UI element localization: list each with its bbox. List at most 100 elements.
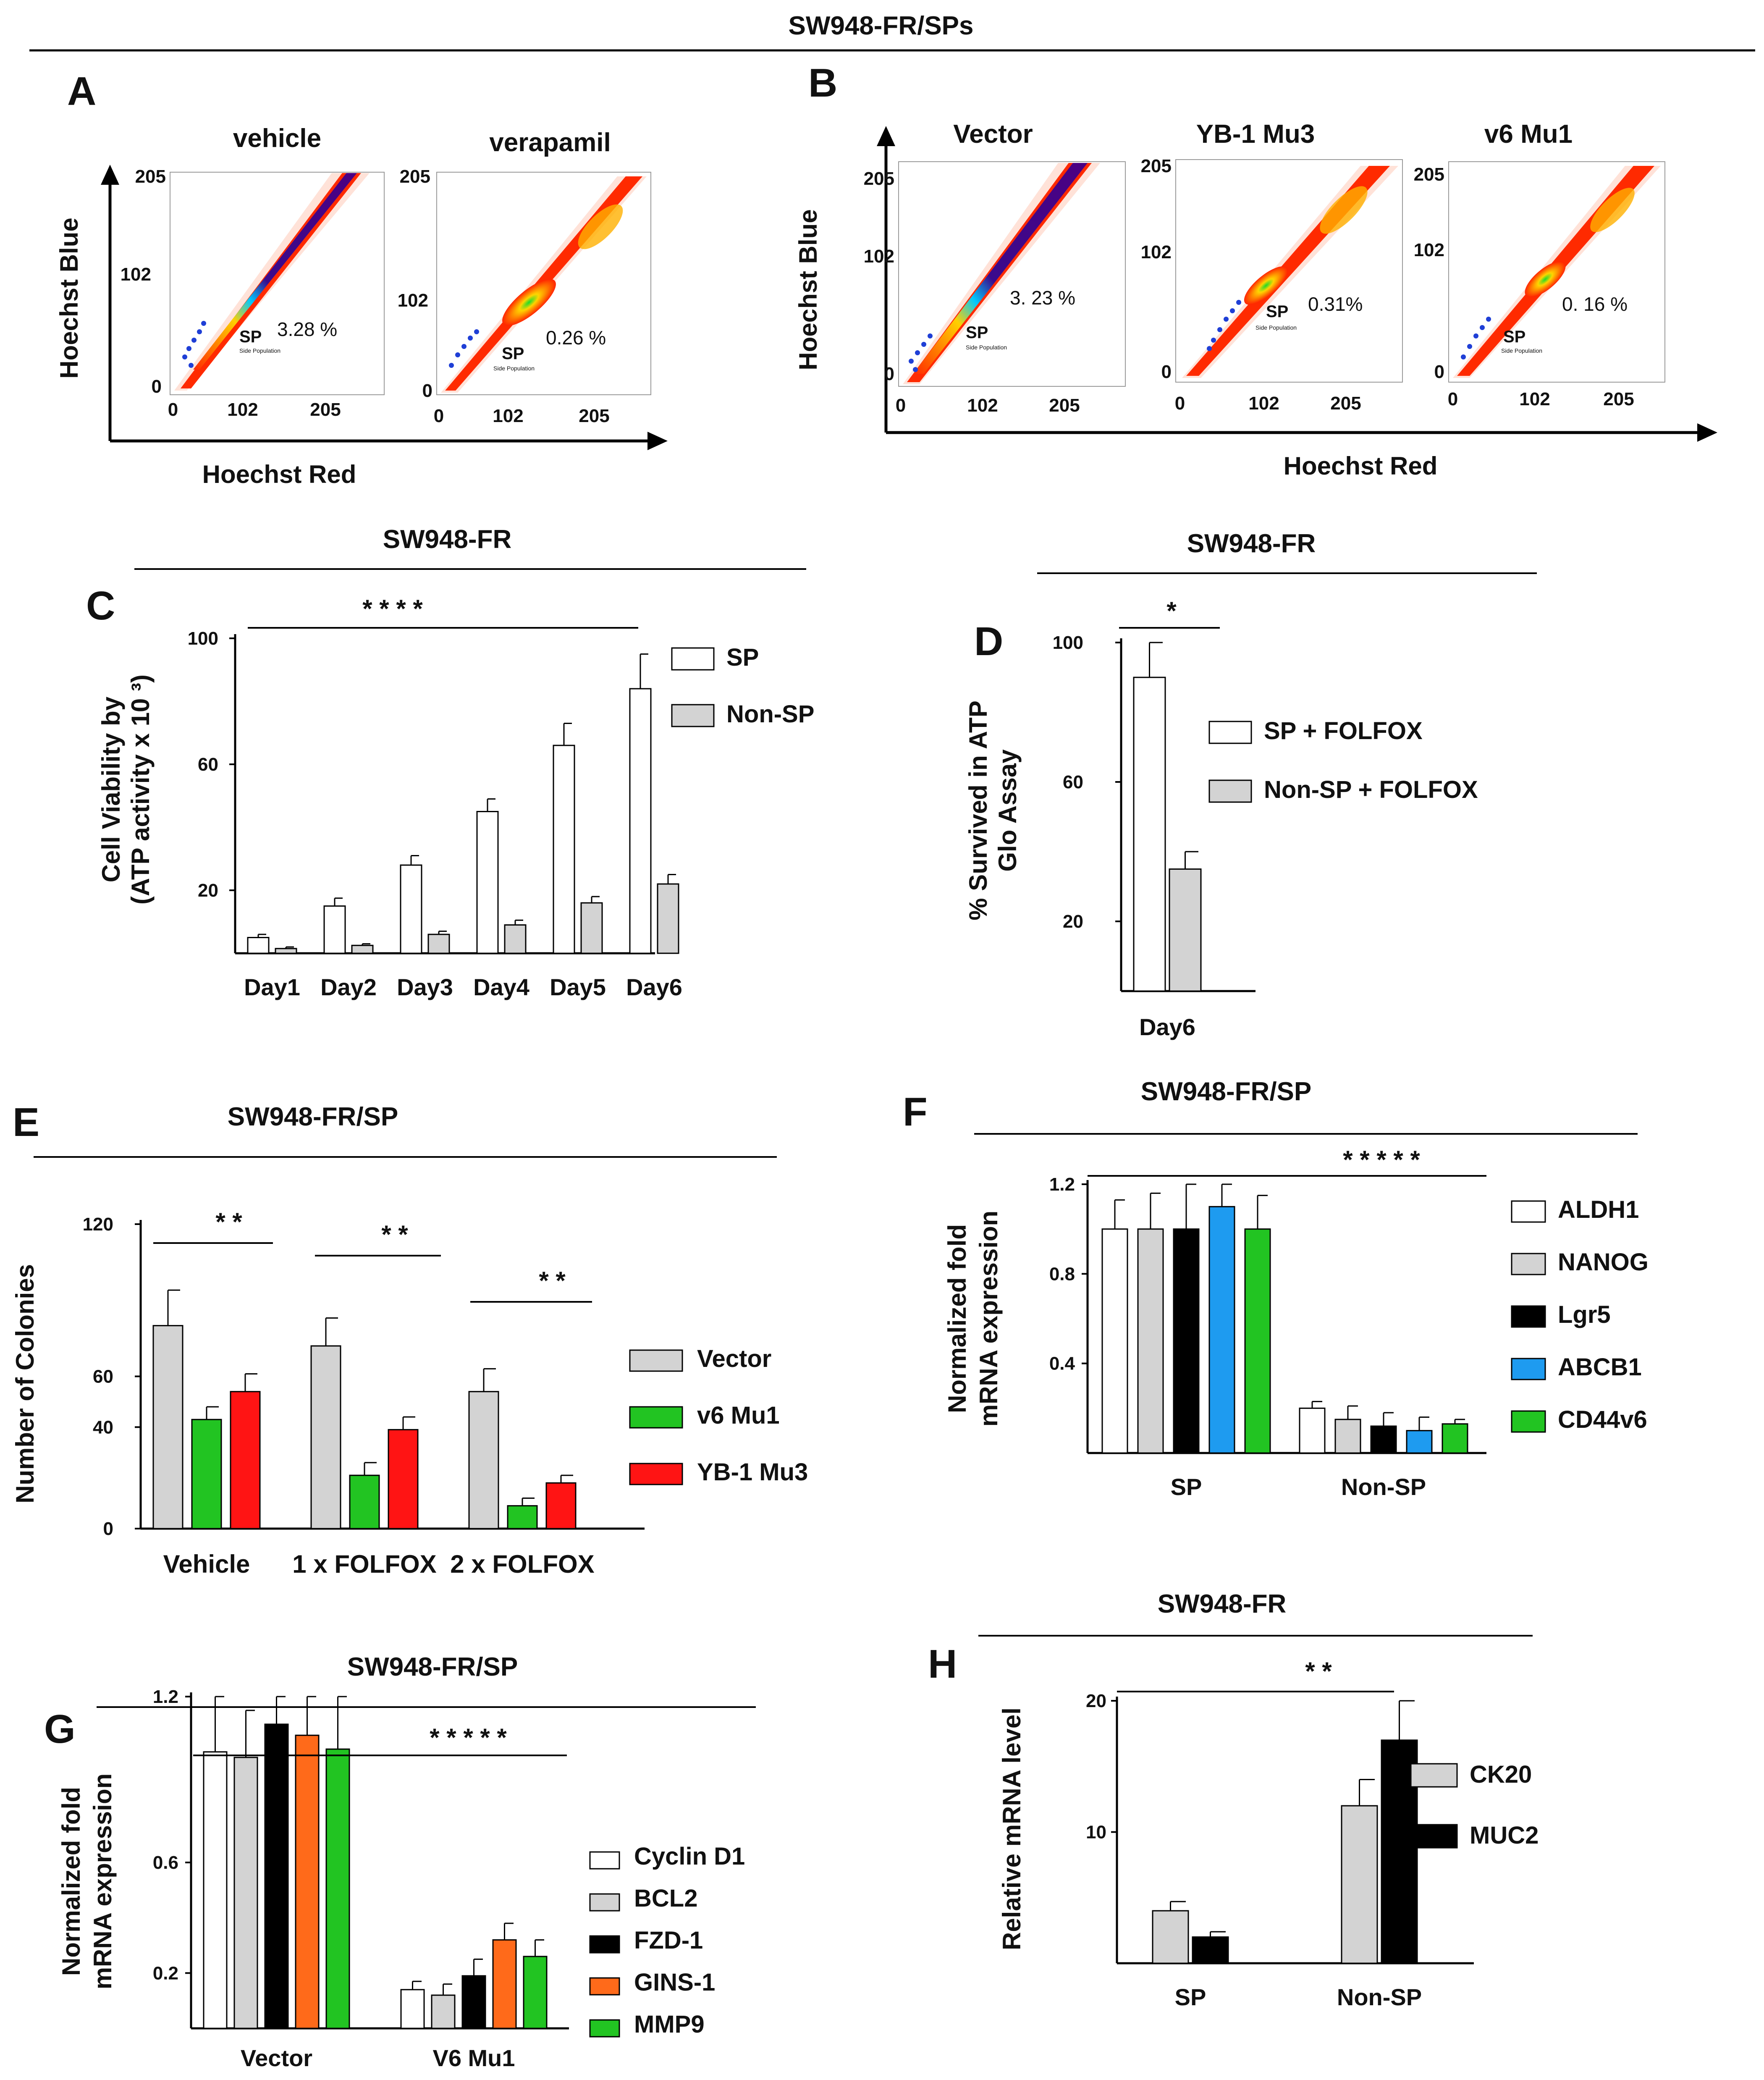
panel-f-chart: F SW948-FR/SP Normalized fold mRNA expressi… [903, 1077, 1649, 1500]
panel-a-x-arrowhead [647, 432, 668, 450]
x-category-label: Vector [241, 2045, 312, 2071]
legend-label: YB-1 Mu3 [697, 1458, 808, 1486]
bar [507, 1505, 538, 1529]
y-tick: 102 [121, 264, 151, 285]
y-axis-label: Cell Viability by [97, 696, 125, 882]
panel-d-chart: D SW948-FR % Survived in ATP Glo Assay 20 60 1… [964, 529, 1537, 1040]
y-axis-label: Number of Colonies [11, 1264, 39, 1503]
panel-a-letter: A [67, 69, 96, 114]
bar [349, 1474, 380, 1529]
flow-plot-frame [170, 172, 385, 395]
panel-g-chart: G SW948-FR/SP Normalized fold mRNA expressi… [44, 1652, 756, 2071]
bar [580, 902, 603, 954]
bar [400, 1989, 425, 2029]
legend-label: MUC2 [1470, 1822, 1539, 1849]
flow-sp-percent: 0.26 % [546, 327, 606, 349]
flow-sp-sublabel: Side Population [1256, 324, 1297, 331]
chart-header: SW948-FR/SP [228, 1102, 398, 1131]
sp-gate-dot [189, 363, 194, 368]
bar [152, 1325, 183, 1529]
y-axis-label: % Survived in ATP [964, 700, 992, 920]
flow-sp-label: SP [966, 323, 988, 342]
flow-density-hotspot [1590, 188, 1635, 232]
bar [351, 944, 374, 954]
y-tick-label: 100 [1053, 632, 1083, 653]
bar [1370, 1425, 1397, 1454]
y-tick-label: 0.6 [153, 1852, 178, 1873]
y-axis-label: (ATP activity x 10 ³) [126, 674, 155, 905]
bar [431, 1994, 456, 2029]
legend-swatch [1410, 1763, 1458, 1788]
legend-swatch [1511, 1200, 1546, 1223]
panel-letter: H [928, 1642, 957, 1687]
y-tick: 102 [1141, 242, 1172, 262]
flow-sp-percent: 0.31% [1308, 293, 1363, 315]
significance-stars: * * * * * [1343, 1146, 1420, 1174]
bar [1208, 1206, 1235, 1454]
panel-letter: G [44, 1707, 76, 1752]
panel-b-ylabel: Hoechst Blue [794, 209, 822, 370]
x-tick: 205 [310, 399, 341, 420]
flow-plot-frame [1175, 159, 1403, 383]
panel-a-ylabel: Hoechst Blue [55, 218, 83, 378]
flow-sp-label: SP [1503, 328, 1525, 346]
x-tick: 0 [1448, 389, 1458, 409]
sp-gate-dot [921, 342, 926, 347]
legend-label: ABCB1 [1558, 1353, 1642, 1381]
y-axis-label: Normalized fold [943, 1224, 971, 1413]
y-tick-label: 0.8 [1049, 1264, 1075, 1284]
chart-header: SW948-FR/SP [1141, 1077, 1312, 1106]
sp-gate-dot [1480, 325, 1485, 330]
sp-gate-dot [468, 336, 473, 341]
flow-sp-percent: 3.28 % [277, 318, 337, 340]
legend-label: BCL2 [634, 1885, 697, 1912]
flow-plot-title: v6 Mu1 [1484, 120, 1573, 149]
legend-swatch [1410, 1824, 1458, 1849]
sp-gate-dot [201, 321, 206, 326]
bar [203, 1751, 228, 2029]
sp-gate-dot [1486, 317, 1491, 322]
sp-gate-dot [449, 363, 454, 368]
panel-a-plot-vehicle: vehicle SP Side Population 3.28 % 205 10… [121, 124, 385, 420]
x-tick: 0 [168, 399, 178, 420]
panel-a-plot-verapamil: verapamil SP Side Population 0.26 % 205 … [398, 128, 651, 426]
x-category-label: SP [1175, 1984, 1206, 2010]
y-axis-label: Relative mRNA level [998, 1708, 1026, 1950]
y-tick-label: 0 [103, 1519, 113, 1539]
significance-stars: * * [215, 1208, 242, 1236]
bar [191, 1419, 222, 1529]
y-tick: 0 [884, 364, 894, 384]
sp-gate-dot [1473, 333, 1478, 338]
y-tick: 102 [864, 246, 894, 267]
x-category-label: Day2 [320, 974, 377, 1000]
significance-stars: * * [1305, 1657, 1332, 1685]
x-tick: 205 [1049, 395, 1080, 416]
sp-gate-dot [1224, 317, 1229, 322]
bar [1101, 1228, 1128, 1454]
sp-gate-dot [928, 333, 933, 338]
x-tick: 205 [579, 406, 609, 426]
sp-gate-dot [1230, 308, 1235, 313]
flow-sp-label: SP [1266, 302, 1288, 321]
bar [1341, 1805, 1378, 1964]
bar [1334, 1419, 1361, 1454]
panel-letter: C [86, 583, 115, 628]
y-tick: 205 [864, 168, 894, 189]
flow-plot-frame [1448, 161, 1665, 383]
y-tick-label: 100 [188, 628, 218, 649]
legend-label: CD44v6 [1558, 1406, 1647, 1433]
flow-sp-sublabel: Side Population [493, 365, 535, 372]
bar [264, 1723, 289, 2029]
panel-letter: F [903, 1089, 928, 1134]
bar [1244, 1228, 1271, 1454]
legend-label: NANOG [1558, 1249, 1649, 1276]
significance-stars: * * * * [362, 595, 423, 623]
bar [553, 745, 575, 954]
x-tick: 102 [227, 399, 258, 420]
panel-b-plot-vector: Vector SP Side Population 3. 23 % 205 10… [864, 120, 1126, 416]
legend-swatch [589, 1977, 620, 1996]
y-tick: 205 [135, 166, 166, 187]
flow-plot-title: Vector [953, 120, 1033, 149]
flow-density-core [193, 173, 357, 370]
